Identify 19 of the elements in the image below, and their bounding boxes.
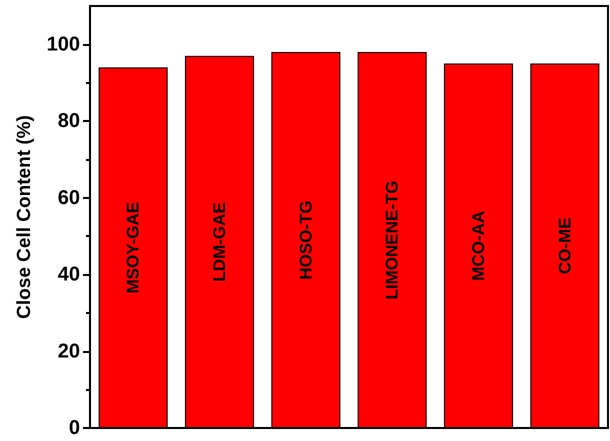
- bar: [358, 52, 427, 428]
- y-tick-label: 80: [58, 110, 80, 132]
- x-tick-label: LDM-GAE: [210, 202, 229, 282]
- y-tick-label: 40: [58, 264, 80, 286]
- x-tick-label: LIMONENE-TG: [382, 180, 402, 300]
- bar: [530, 64, 600, 428]
- y-tick-label: 0: [68, 417, 80, 439]
- y-tick-label: 20: [58, 340, 80, 362]
- y-axis-title: Close Cell Content (%): [14, 115, 35, 319]
- y-tick-label: 60: [58, 186, 80, 209]
- y-tick-label: 100: [46, 33, 80, 56]
- bar: [184, 56, 254, 428]
- x-tick-label: HOSO-TG: [296, 200, 316, 280]
- bar: [98, 67, 168, 428]
- bar: [271, 52, 340, 428]
- x-tick-label: MCO-AA: [469, 210, 488, 281]
- x-tick-label: MSOY-GAE: [124, 202, 143, 294]
- bar: [444, 64, 514, 428]
- x-tick-label: CO-ME: [555, 217, 574, 274]
